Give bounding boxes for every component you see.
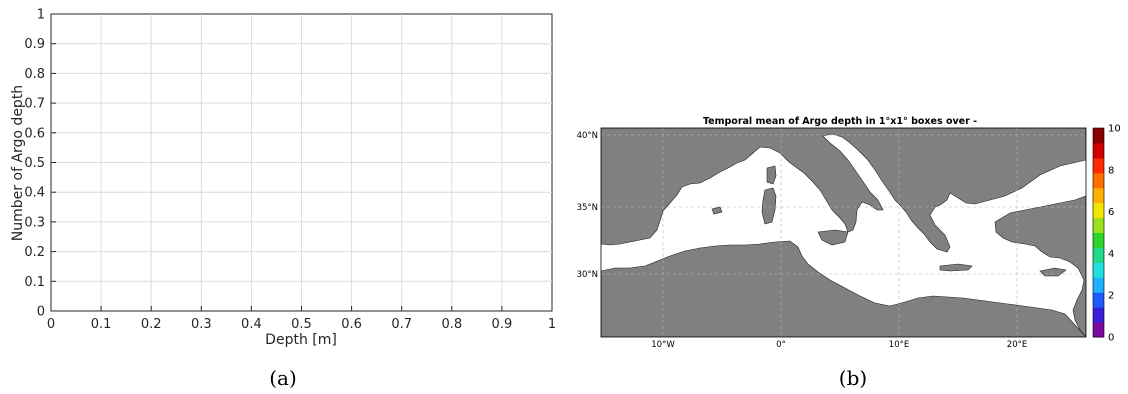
colorbar-segment — [1093, 142, 1104, 159]
colorbar-tick-label: 2 — [1108, 291, 1114, 302]
x-tick-label: 0.5 — [291, 317, 312, 332]
x-tick-label: 0.2 — [141, 317, 162, 332]
colorbar-tick-label: 8 — [1108, 165, 1114, 176]
map-frame — [600, 127, 1087, 338]
caption-b: (b) — [839, 366, 867, 390]
y-tick-label: 0.8 — [24, 67, 45, 82]
colorbar-segment — [1093, 322, 1104, 338]
lon-tick-label: 20°E — [1007, 340, 1027, 350]
map-area — [601, 128, 1086, 337]
colorbar-segment — [1093, 157, 1104, 174]
colorbar-tick-label: 6 — [1108, 207, 1114, 218]
y-tick-label: 1 — [37, 8, 45, 23]
lon-tick-label: 10°E — [889, 340, 909, 350]
colorbar-tick-label: 10 — [1108, 124, 1121, 135]
y-tick-label: 0.9 — [24, 37, 45, 52]
x-tick-label: 0.9 — [492, 317, 513, 332]
colorbar-segment — [1093, 187, 1104, 204]
colorbar-tick-label: 0 — [1108, 333, 1114, 344]
colorbar-frame — [1092, 127, 1105, 338]
x-tick-label: 0.4 — [241, 317, 262, 332]
lat-tick-label: 40°N — [577, 131, 598, 141]
y-axis-label: Number of Argo depth — [10, 85, 26, 241]
map-title: Temporal mean of Argo depth in 1°x1° box… — [703, 116, 977, 127]
land-balearics — [711, 206, 723, 215]
x-tick-label: 0.6 — [341, 317, 362, 332]
caption-a: (a) — [269, 366, 297, 390]
y-tick-label: 0.5 — [24, 156, 45, 171]
y-tick-label: 0 — [37, 305, 45, 320]
colorbar-segment — [1093, 292, 1104, 308]
colorbar-segment — [1093, 307, 1104, 323]
x-tick-label: 0.8 — [441, 317, 462, 332]
land-north-africa — [601, 240, 1086, 337]
x-tick-label: 0.3 — [191, 317, 212, 332]
colorbar-segment — [1093, 172, 1104, 189]
colorbar-segment — [1093, 247, 1104, 263]
y-tick-label: 0.3 — [24, 215, 45, 230]
lat-tick-label: 35°N — [577, 203, 598, 213]
x-tick-label: 0 — [47, 317, 55, 332]
colorbar-segment — [1093, 277, 1104, 293]
colorbar-segment — [1093, 232, 1104, 248]
lat-tick-label: 30°N — [577, 270, 598, 280]
x-tick-label: 0.7 — [391, 317, 412, 332]
colorbar-segment — [1093, 217, 1104, 233]
land-europe — [601, 128, 1086, 253]
y-tick-label: 0.6 — [24, 126, 45, 141]
land-crete — [939, 263, 973, 272]
land-sicily — [817, 229, 849, 246]
y-tick-label: 0.7 — [24, 97, 45, 112]
panel-a-line-chart: 0 0.1 0.2 0.3 0.4 0.5 0.6 0.7 0.8 0.9 1 0 0.1 0.2 0.3 0… — [10, 8, 556, 391]
colorbar-tick-label: 4 — [1108, 249, 1114, 260]
colorbar-segment — [1093, 262, 1104, 278]
colorbar-segment — [1093, 202, 1104, 219]
lon-tick-label: 10°W — [651, 340, 675, 350]
x-axis-label: Depth [m] — [265, 332, 337, 348]
x-tick-label: 0.1 — [91, 317, 112, 332]
land-turkey-levant — [994, 195, 1086, 337]
plot-a-grid — [51, 14, 552, 311]
colorbar-ticks: 0 2 4 6 8 10 — [1108, 124, 1121, 344]
plot-a-ticks: 0 0.1 0.2 0.3 0.4 0.5 0.6 0.7 0.8 0.9 1 0 0.1 0.2 0.3 0… — [24, 8, 556, 333]
y-tick-label: 0.1 — [24, 275, 45, 290]
y-tick-label: 0.2 — [24, 245, 45, 260]
lon-tick-label: 0° — [776, 340, 786, 350]
land-corsica — [766, 165, 777, 185]
map-tick-labels: 40°N 35°N 30°N 10°W 0° 10°E 20°E — [577, 131, 1028, 350]
colorbar-segment — [1093, 128, 1104, 144]
land-masses — [601, 128, 1086, 337]
panel-b-map: Temporal mean of Argo depth in 1°x1° box… — [577, 116, 1121, 390]
x-tick-label: 1 — [548, 317, 556, 332]
colorbar — [1092, 127, 1105, 338]
map-graticule — [601, 128, 1086, 337]
y-tick-label: 0.4 — [24, 186, 45, 201]
land-sardinia — [761, 187, 777, 225]
